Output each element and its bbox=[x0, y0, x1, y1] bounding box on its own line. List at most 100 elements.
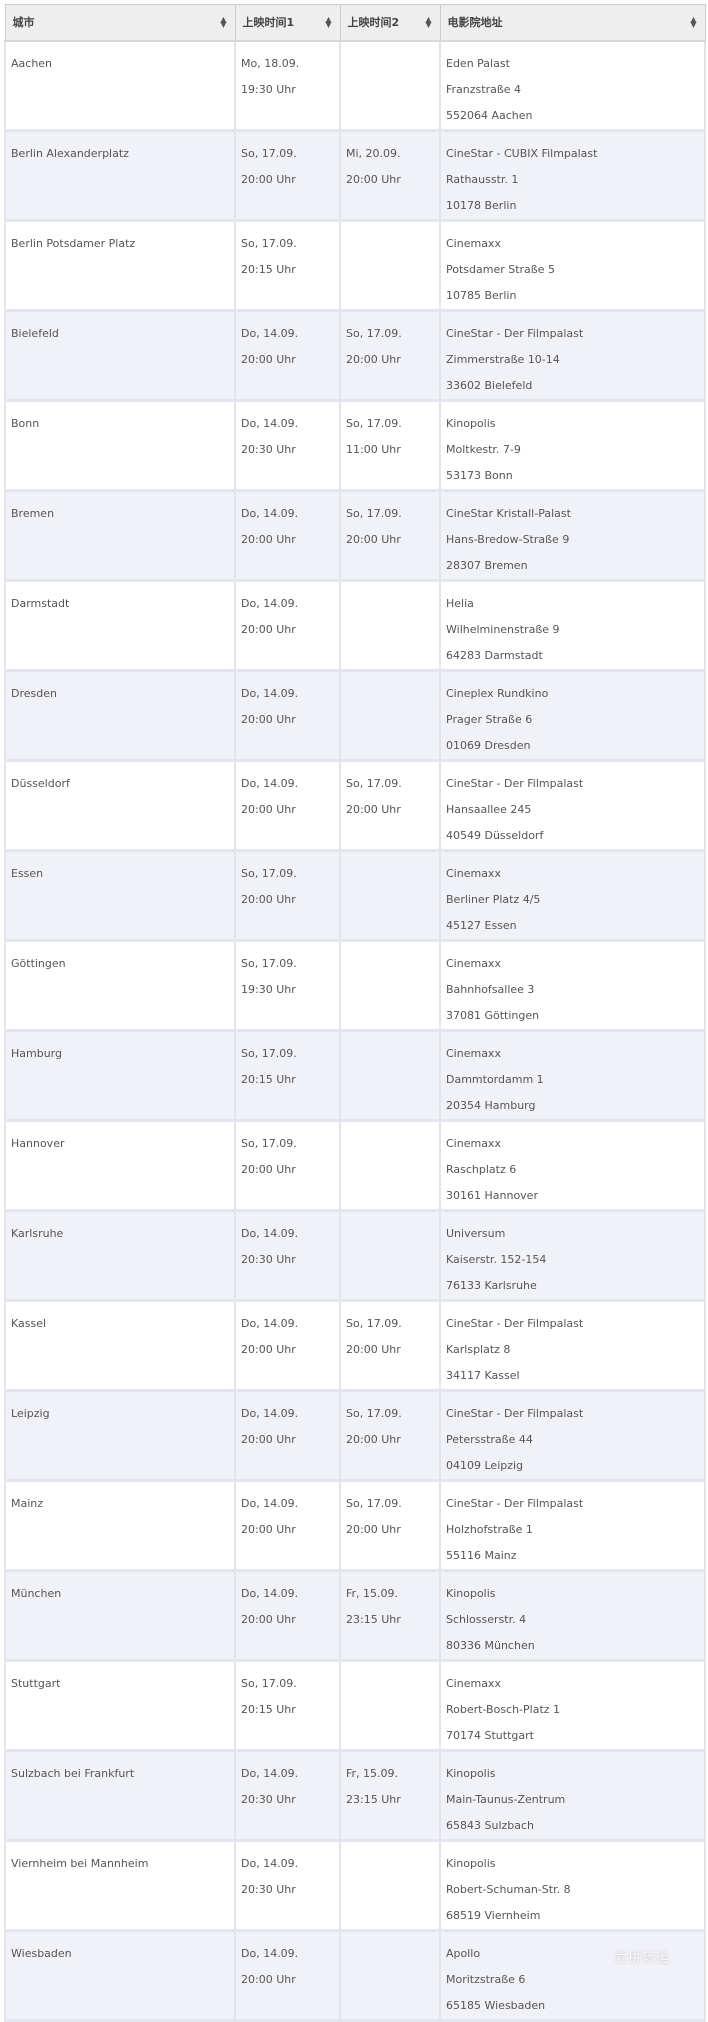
showtime-time: 20:30 Uhr bbox=[241, 442, 296, 456]
cell-cinema-address: CineStar - Der Filmpalast Holzhofstraße 1… bbox=[439, 1479, 706, 1572]
postal-city: 55116 Mainz bbox=[446, 1548, 517, 1562]
street-address: Zimmerstraße 10-14 bbox=[446, 352, 560, 366]
cell-showtime-1: So, 17.09. 20:00 Uhr bbox=[234, 849, 341, 942]
sort-icon[interactable]: ▲ ▼ bbox=[425, 15, 431, 30]
showtime-date: Do, 14.09. bbox=[241, 776, 299, 790]
city-name: Aachen bbox=[11, 56, 53, 70]
column-header-cinema-address[interactable]: 电影院地址 ▲ ▼ bbox=[439, 4, 706, 42]
table-row: Göttingen So, 17.09. 19:30 Uhr Cinemaxx Bahn… bbox=[4, 939, 706, 1032]
postal-city: 33602 Bielefeld bbox=[446, 378, 533, 392]
column-header-city[interactable]: 城市 ▲ ▼ bbox=[4, 4, 236, 42]
sort-icon[interactable]: ▲ ▼ bbox=[325, 15, 331, 30]
column-header-showtime-1[interactable]: 上映时间1 ▲ ▼ bbox=[234, 4, 341, 42]
cell-showtime-2 bbox=[339, 1659, 441, 1752]
cinema-name: Cinemaxx bbox=[446, 866, 501, 880]
city-name: Bremen bbox=[11, 506, 55, 520]
showtime-time: 20:00 Uhr bbox=[241, 532, 296, 546]
cell-showtime-2: Fr, 15.09. 23:15 Uhr bbox=[339, 1569, 441, 1662]
cell-showtime-2 bbox=[339, 219, 441, 312]
table-row: Berlin Potsdamer Platz So, 17.09. 20:15 Uh… bbox=[4, 219, 706, 312]
city-name: Bielefeld bbox=[11, 326, 59, 340]
showtime-time: 20:00 Uhr bbox=[346, 352, 401, 366]
table-row: Wiesbaden Do, 14.09. 20:00 Uhr Apollo Moritz… bbox=[4, 1929, 706, 2022]
cell-city: Sulzbach bei Frankfurt bbox=[4, 1749, 236, 1842]
cell-showtime-1: Do, 14.09. 20:00 Uhr bbox=[234, 309, 341, 402]
sort-icon[interactable]: ▲ ▼ bbox=[690, 15, 696, 30]
cell-city: Mainz bbox=[4, 1479, 236, 1572]
city-name: Viernheim bei Mannheim bbox=[11, 1856, 149, 1870]
city-name: Karlsruhe bbox=[11, 1226, 64, 1240]
cell-showtime-1: Do, 14.09. 20:00 Uhr bbox=[234, 759, 341, 852]
cell-city: Düsseldorf bbox=[4, 759, 236, 852]
table-row: Leipzig Do, 14.09. 20:00 Uhr So, 17.09. 20:0… bbox=[4, 1389, 706, 1482]
showtime-date: Do, 14.09. bbox=[241, 1496, 299, 1510]
cell-showtime-2: So, 17.09. 20:00 Uhr bbox=[339, 1479, 441, 1572]
sort-icon[interactable]: ▲ ▼ bbox=[220, 15, 226, 30]
showtime-time: 20:15 Uhr bbox=[241, 262, 296, 276]
showtime-date: So, 17.09. bbox=[241, 236, 297, 250]
cell-showtime-1: Mo, 18.09. 19:30 Uhr bbox=[234, 40, 341, 132]
showtime-time: 20:30 Uhr bbox=[241, 1792, 296, 1806]
cell-showtime-1: So, 17.09. 20:00 Uhr bbox=[234, 1119, 341, 1212]
cell-cinema-address: Kinopolis Robert-Schuman-Str. 8 68519 Vier… bbox=[439, 1839, 706, 1932]
street-address: Holzhofstraße 1 bbox=[446, 1522, 533, 1536]
cinema-name: Apollo bbox=[446, 1946, 481, 1960]
cell-city: Viernheim bei Mannheim bbox=[4, 1839, 236, 1932]
city-name: Berlin Potsdamer Platz bbox=[11, 236, 136, 250]
postal-city: 04109 Leipzig bbox=[446, 1458, 524, 1472]
city-name: Sulzbach bei Frankfurt bbox=[11, 1766, 135, 1780]
showtime-date: So, 17.09. bbox=[346, 1316, 402, 1330]
cinema-name: Cineplex Rundkino bbox=[446, 686, 549, 700]
street-address: Hans-Bredow-Straße 9 bbox=[446, 532, 570, 546]
showtime-date: Do, 14.09. bbox=[241, 596, 299, 610]
cell-showtime-1: Do, 14.09. 20:00 Uhr bbox=[234, 1479, 341, 1572]
postal-city: 552064 Aachen bbox=[446, 108, 533, 122]
cell-city: Essen bbox=[4, 849, 236, 942]
street-address: Robert-Schuman-Str. 8 bbox=[446, 1882, 571, 1896]
cell-showtime-2 bbox=[339, 40, 441, 132]
cell-showtime-1: Do, 14.09. 20:00 Uhr bbox=[234, 669, 341, 762]
street-address: Karlsplatz 8 bbox=[446, 1342, 511, 1356]
street-address: Robert-Bosch-Platz 1 bbox=[446, 1702, 561, 1716]
cell-city: Hannover bbox=[4, 1119, 236, 1212]
street-address: Petersstraße 44 bbox=[446, 1432, 533, 1446]
showtime-date: Do, 14.09. bbox=[241, 1406, 299, 1420]
cell-cinema-address: Helia Wilhelminenstraße 9 64283 Darmstadt bbox=[439, 579, 706, 672]
showtime-date: So, 17.09. bbox=[346, 776, 402, 790]
table-row: Berlin Alexanderplatz So, 17.09. 20:00 Uhr… bbox=[4, 129, 706, 222]
table-row: Viernheim bei Mannheim Do, 14.09. 20:30 Uh… bbox=[4, 1839, 706, 1932]
city-name: Hamburg bbox=[11, 1046, 62, 1060]
street-address: Moltkestr. 7-9 bbox=[446, 442, 521, 456]
showtime-time: 20:00 Uhr bbox=[241, 1972, 296, 1986]
showtime-date: Do, 14.09. bbox=[241, 1226, 299, 1240]
cell-cinema-address: Cineplex Rundkino Prager Straße 6 01069 Dr… bbox=[439, 669, 706, 762]
cell-city: München bbox=[4, 1569, 236, 1662]
showtime-time: 20:00 Uhr bbox=[346, 1522, 401, 1536]
cell-showtime-2 bbox=[339, 1119, 441, 1212]
street-address: Schlosserstr. 4 bbox=[446, 1612, 527, 1626]
cell-cinema-address: Kinopolis Schlosserstr. 4 80336 München bbox=[439, 1569, 706, 1662]
showtime-time: 20:00 Uhr bbox=[241, 622, 296, 636]
cell-cinema-address: Universum Kaiserstr. 152-154 76133 Karlsru… bbox=[439, 1209, 706, 1302]
showtime-date: So, 17.09. bbox=[346, 1496, 402, 1510]
cinema-name: CineStar - Der Filmpalast bbox=[446, 1406, 584, 1420]
table-body: Aachen Mo, 18.09. 19:30 Uhr Eden Palast Fran… bbox=[4, 40, 706, 2022]
table-row: Bonn Do, 14.09. 20:30 Uhr So, 17.09. 11:00 U… bbox=[4, 399, 706, 492]
table-row: Darmstadt Do, 14.09. 20:00 Uhr Helia Wilhelm… bbox=[4, 579, 706, 672]
showtime-date: Mi, 20.09. bbox=[346, 146, 401, 160]
cell-city: Karlsruhe bbox=[4, 1209, 236, 1302]
cell-showtime-1: Do, 14.09. 20:00 Uhr bbox=[234, 489, 341, 582]
city-name: Stuttgart bbox=[11, 1676, 61, 1690]
column-header-label: 上映时间2 bbox=[347, 16, 400, 30]
showtime-time: 20:00 Uhr bbox=[241, 892, 296, 906]
cinema-name: Kinopolis bbox=[446, 416, 496, 430]
column-header-showtime-2[interactable]: 上映时间2 ▲ ▼ bbox=[339, 4, 441, 42]
cell-cinema-address: CineStar - Der Filmpalast Petersstraße 44… bbox=[439, 1389, 706, 1482]
cinema-name: Cinemaxx bbox=[446, 956, 501, 970]
cell-showtime-1: Do, 14.09. 20:30 Uhr bbox=[234, 399, 341, 492]
street-address: Rathausstr. 1 bbox=[446, 172, 519, 186]
showtime-time: 20:15 Uhr bbox=[241, 1702, 296, 1716]
cell-cinema-address: Kinopolis Main-Taunus-Zentrum 65843 Sulzba… bbox=[439, 1749, 706, 1842]
showtime-time: 19:30 Uhr bbox=[241, 82, 296, 96]
